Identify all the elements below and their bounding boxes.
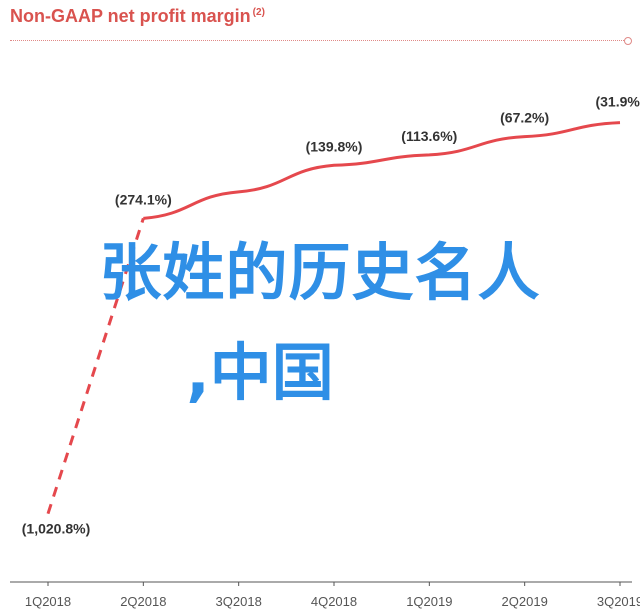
title-divider-end-dot (624, 37, 632, 45)
overlay-headline: 张姓的历史名人 (99, 236, 541, 309)
overlay-subline: ,中国 (186, 336, 334, 409)
data-label: (274.1%) (115, 191, 172, 207)
x-tick-label: 2Q2018 (120, 594, 166, 609)
series-line-solid (143, 121, 621, 220)
x-tick-label: 3Q2019 (597, 594, 640, 609)
x-tick-label: 4Q2018 (311, 594, 357, 609)
x-tick-label: 2Q2019 (502, 594, 548, 609)
chart-title: Non-GAAP net profit margin (2) (10, 6, 265, 27)
data-label: (1,020.8%) (22, 521, 90, 537)
x-tick-label: 1Q2018 (25, 594, 71, 609)
data-label: (67.2%) (500, 110, 549, 126)
data-label: (31.9%) (595, 94, 640, 110)
chart-title-text: Non-GAAP net profit margin (10, 6, 251, 26)
chart-title-note: (2) (252, 7, 265, 18)
x-tick-label: 1Q2019 (406, 594, 452, 609)
series-line-dashed-segment (46, 217, 145, 515)
data-label: (139.8%) (306, 138, 363, 154)
data-label: (113.6%) (401, 128, 457, 144)
x-tick-label: 3Q2018 (216, 594, 262, 609)
title-divider (10, 40, 630, 41)
